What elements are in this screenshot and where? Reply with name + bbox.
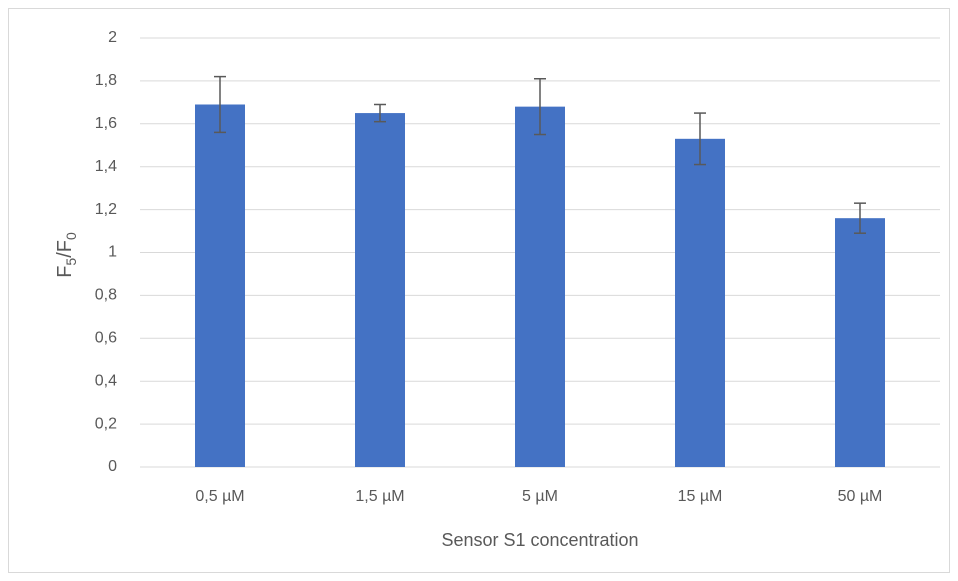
x-axis-title: Sensor S1 concentration bbox=[441, 530, 638, 550]
y-tick-label: 0,6 bbox=[95, 330, 117, 347]
bar bbox=[195, 104, 245, 468]
bar bbox=[515, 106, 565, 467]
x-tick-label: 5 µM bbox=[522, 488, 558, 505]
y-axis-title: F5/F0 bbox=[54, 232, 78, 278]
y-tick-label: 1,2 bbox=[95, 201, 117, 218]
x-tick-label: 1,5 µM bbox=[355, 488, 404, 505]
y-tick-label: 0,4 bbox=[95, 372, 117, 389]
x-tick-label: 0,5 µM bbox=[195, 488, 244, 505]
y-axis-title-subscript: 5 bbox=[63, 258, 79, 266]
error-bar bbox=[214, 75, 226, 134]
y-tick-label: 0,2 bbox=[95, 415, 117, 432]
error-bar bbox=[374, 103, 386, 123]
y-tick-label: 1,4 bbox=[95, 158, 117, 175]
error-bar bbox=[534, 78, 546, 136]
chart-border bbox=[8, 8, 950, 573]
y-axis-title-part: F bbox=[54, 266, 76, 278]
error-bar bbox=[694, 112, 706, 166]
y-tick-label: 0 bbox=[108, 458, 117, 475]
y-axis-title-part: /F bbox=[54, 240, 76, 258]
y-tick-label: 1 bbox=[108, 244, 117, 261]
y-tick-label: 2 bbox=[108, 29, 117, 46]
y-tick-label: 0,8 bbox=[95, 287, 117, 304]
y-axis-title-subscript: 0 bbox=[63, 232, 79, 240]
bar bbox=[675, 138, 725, 467]
y-tick-label: 1,8 bbox=[95, 72, 117, 89]
x-tick-label: 15 µM bbox=[678, 488, 723, 505]
bar bbox=[835, 218, 885, 467]
bar bbox=[355, 113, 405, 467]
x-tick-label: 50 µM bbox=[838, 488, 883, 505]
y-tick-label: 1,6 bbox=[95, 115, 117, 132]
error-bar bbox=[854, 202, 866, 234]
